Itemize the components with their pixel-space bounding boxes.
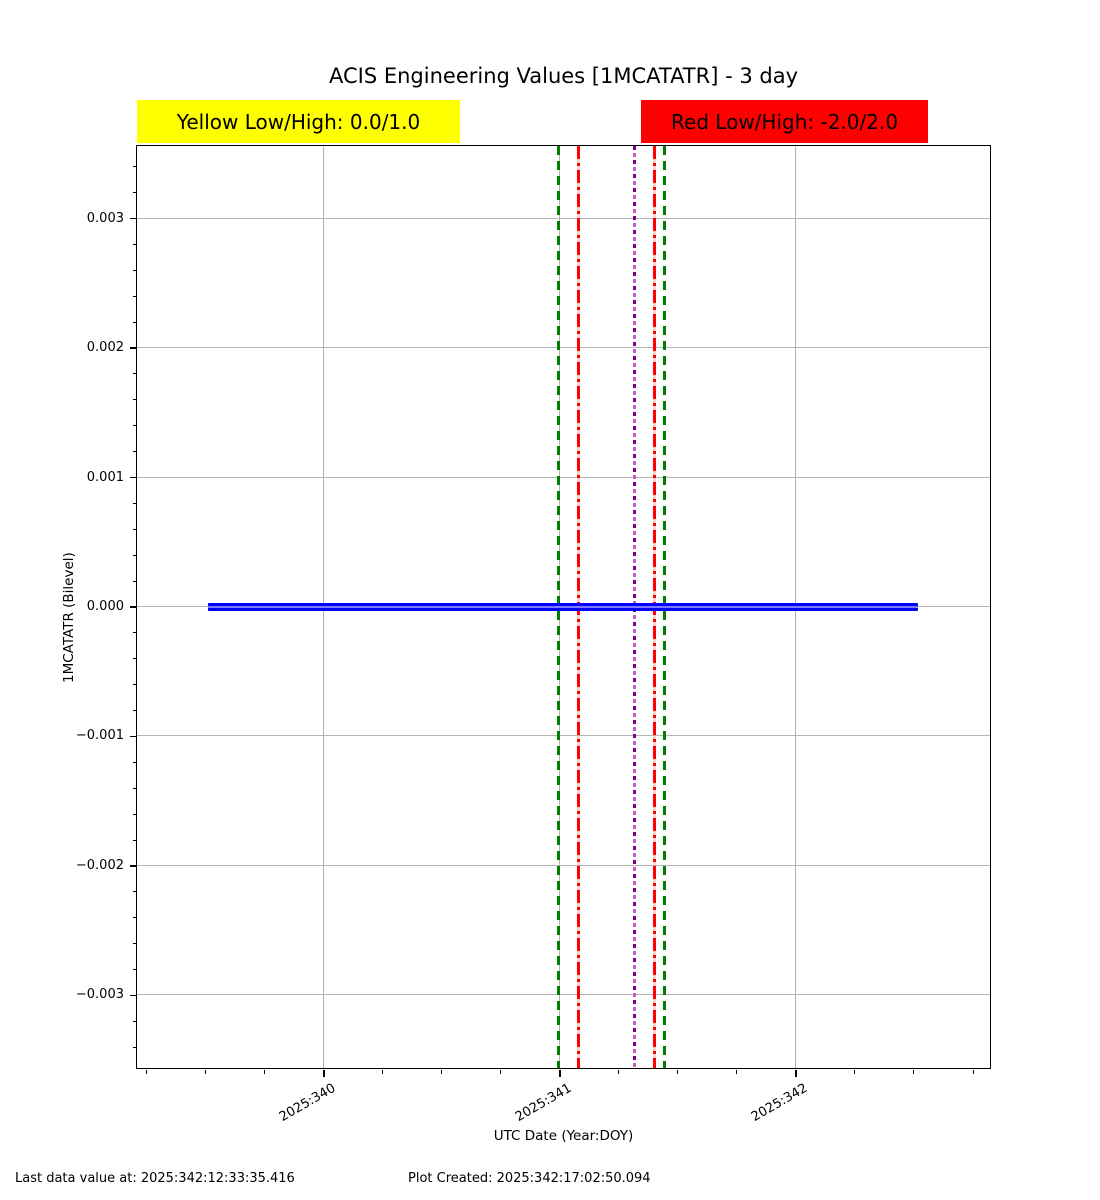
y-axis-major-tick <box>130 606 137 608</box>
yellow-limit-badge: Yellow Low/High: 0.0/1.0 <box>137 100 460 143</box>
x-axis-minor-tick <box>264 1069 266 1074</box>
x-axis-minor-tick <box>972 1069 974 1074</box>
y-gridline <box>136 864 990 866</box>
y-axis-minor-tick <box>133 813 137 815</box>
y-gridline <box>136 994 990 996</box>
y-axis-minor-tick <box>133 632 137 634</box>
y-axis-major-tick <box>130 865 137 867</box>
x-tick-label: 2025:340 <box>276 1080 338 1125</box>
y-tick-label: 0.002 <box>86 340 124 355</box>
x-axis-minor-tick <box>500 1069 502 1074</box>
y-axis-minor-tick <box>133 502 137 504</box>
plot-area <box>135 144 991 1069</box>
x-tick-label: 2025:342 <box>748 1080 810 1125</box>
y-axis-major-tick <box>130 476 137 479</box>
red-limit-badge: Red Low/High: -2.0/2.0 <box>641 100 928 143</box>
y-axis-minor-tick <box>133 917 137 919</box>
y-axis-minor-tick <box>133 321 137 323</box>
y-axis-minor-tick <box>133 192 137 194</box>
x-axis-label: UTC Date (Year:DOY) <box>493 1128 634 1144</box>
y-axis-major-tick <box>130 735 137 738</box>
x-axis-minor-tick <box>677 1069 679 1074</box>
x-axis-minor-tick <box>913 1069 915 1074</box>
y-axis-minor-tick <box>133 787 137 789</box>
y-gridline <box>136 217 990 219</box>
y-axis-major-tick <box>130 994 137 997</box>
y-gridline <box>136 735 990 737</box>
y-axis-minor-tick <box>133 658 137 660</box>
y-axis-minor-tick <box>133 269 137 271</box>
y-axis-minor-tick <box>133 451 137 453</box>
y-axis-major-tick <box>130 347 137 349</box>
y-axis-minor-tick <box>133 580 137 582</box>
y-axis-minor-tick <box>133 243 137 245</box>
y-axis-minor-tick <box>133 1046 137 1048</box>
footer-plot-created: Plot Created: 2025:342:17:02:50.094 <box>408 1171 651 1186</box>
data-line-1MCATATR <box>207 602 919 611</box>
y-axis-minor-tick <box>133 969 137 971</box>
y-axis-major-tick <box>130 217 137 220</box>
y-axis-minor-tick <box>133 710 137 712</box>
y-axis-minor-tick <box>133 425 137 427</box>
y-tick-label: 0.003 <box>86 210 124 226</box>
y-axis-minor-tick <box>133 761 137 763</box>
x-axis-major-tick <box>323 1069 325 1077</box>
y-tick-label: −0.002 <box>75 857 124 873</box>
chart-title: ACIS Engineering Values [1MCATATR] - 3 d… <box>328 64 799 88</box>
x-axis-minor-tick <box>205 1069 207 1074</box>
x-tick-label: 2025:341 <box>512 1080 574 1125</box>
y-axis-minor-tick <box>133 295 137 297</box>
x-axis-major-tick <box>795 1069 797 1077</box>
x-axis-minor-tick <box>382 1069 384 1074</box>
y-axis-minor-tick <box>133 839 137 841</box>
y-axis-minor-tick <box>133 1020 137 1022</box>
y-axis-minor-tick <box>133 891 137 893</box>
x-axis-minor-tick <box>854 1069 856 1074</box>
x-axis-major-tick <box>559 1069 561 1077</box>
x-axis-minor-tick <box>146 1069 148 1074</box>
x-axis-minor-tick <box>618 1069 620 1074</box>
y-gridline <box>136 476 990 478</box>
y-axis-label: 1MCATATR (Bilevel) <box>61 552 77 683</box>
y-tick-label: −0.003 <box>75 987 124 1003</box>
y-axis-minor-tick <box>133 684 137 686</box>
y-axis-minor-tick <box>133 373 137 375</box>
y-axis-minor-tick <box>133 528 137 530</box>
y-axis-minor-tick <box>133 166 137 168</box>
y-tick-label: 0.001 <box>86 469 124 485</box>
y-tick-label: 0.000 <box>86 599 124 614</box>
y-axis-minor-tick <box>133 943 137 945</box>
y-tick-label: −0.001 <box>75 728 124 744</box>
y-axis-minor-tick <box>133 399 137 401</box>
footer-last-data-value: Last data value at: 2025:342:12:33:35.41… <box>15 1171 295 1186</box>
x-axis-minor-tick <box>736 1069 738 1074</box>
y-gridline <box>136 347 990 348</box>
x-axis-minor-tick <box>441 1069 443 1074</box>
y-axis-minor-tick <box>133 554 137 556</box>
